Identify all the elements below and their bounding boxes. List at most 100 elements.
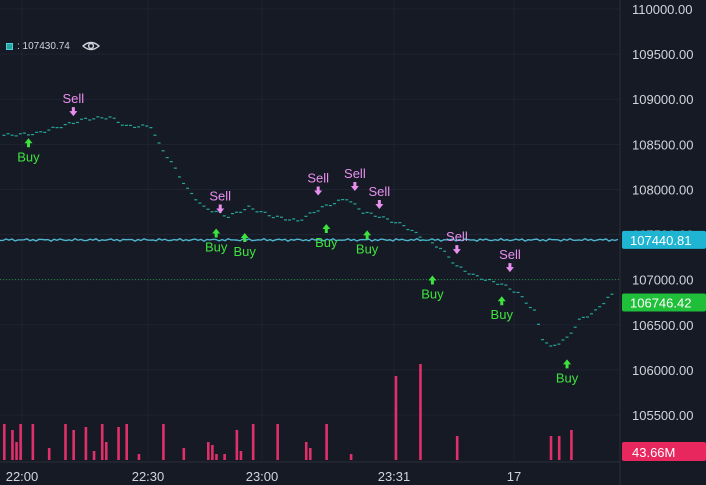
volume-bar (105, 442, 108, 460)
volume-bar (215, 454, 218, 460)
buy-signal: Buy (205, 228, 228, 255)
buy-arrow-icon (563, 359, 572, 369)
volume-bar (182, 448, 186, 460)
sell-arrow-icon (375, 200, 384, 209)
y-tick-label: 109500.00 (632, 47, 693, 62)
y-tick-label: 109000.00 (632, 92, 693, 107)
volume-bar (304, 442, 308, 460)
series-color-swatch (6, 42, 13, 50)
sell-label: Sell (344, 166, 366, 181)
time-axis[interactable] (0, 462, 706, 485)
y-tick-label: 108000.00 (632, 182, 693, 197)
volume-bar (19, 424, 22, 460)
series-legend: : 107430.74 (6, 40, 100, 52)
volume-bar (325, 424, 328, 460)
price-series (2, 116, 614, 347)
sell-signal: Sell (446, 229, 468, 255)
volume-bar (117, 427, 120, 460)
sell-label: Sell (499, 247, 521, 262)
volume-bar (276, 424, 279, 460)
buy-label: Buy (205, 240, 228, 255)
volume-bar (15, 442, 18, 460)
sell-signal: Sell (63, 91, 85, 117)
volume-bar (47, 448, 51, 460)
buy-arrow-icon (212, 228, 221, 238)
volume-bar (455, 436, 459, 460)
buy-signal: Buy (556, 359, 579, 385)
volume-bar (549, 436, 553, 460)
volume-bar (92, 451, 96, 460)
sell-arrow-icon (350, 181, 359, 191)
buy-signal: Buy (491, 296, 514, 322)
buy-arrow-icon (497, 296, 506, 306)
volume-bar (239, 451, 243, 460)
volume-bar (223, 454, 226, 460)
volume-bar (84, 427, 88, 460)
sell-signal: Sell (209, 189, 231, 214)
buy-label: Buy (234, 244, 257, 259)
buy-label: Buy (315, 235, 338, 250)
volume-bar (211, 445, 214, 460)
buy-signal: Buy (17, 138, 40, 164)
volume-bar (125, 424, 128, 460)
buy-signal: Buy (315, 224, 338, 250)
volume-bar (207, 442, 210, 460)
price-tag-label: 107440.81 (630, 233, 691, 248)
volume-bar (419, 364, 422, 460)
volume-bar (137, 454, 141, 460)
sell-label: Sell (369, 184, 391, 199)
buy-label: Buy (17, 149, 40, 164)
sell-arrow-icon (314, 186, 323, 196)
buy-arrow-icon (322, 224, 331, 234)
cyan-indicator-line (0, 237, 619, 242)
volume-bar (3, 424, 6, 460)
buy-arrow-icon (428, 275, 437, 285)
x-tick-label: 23:31 (378, 469, 411, 484)
buy-signal: Buy (421, 275, 444, 301)
buy-signal: Buy (234, 233, 257, 259)
x-tick-label: 23:00 (246, 469, 279, 484)
series-value-label: : 107430.74 (17, 40, 70, 52)
sell-label: Sell (209, 189, 231, 204)
volume-bar (235, 430, 239, 460)
volume-bar (394, 376, 398, 460)
y-tick-label: 110000.00 (632, 2, 693, 17)
volume-bar (72, 430, 75, 460)
sell-label: Sell (446, 229, 468, 244)
sell-signal: Sell (369, 184, 391, 209)
x-tick-label: 22:30 (132, 469, 165, 484)
volume-bar (251, 424, 255, 460)
buy-label: Buy (421, 286, 444, 301)
buy-signal: Buy (356, 230, 379, 256)
price-tag (622, 230, 706, 249)
sell-label: Sell (63, 91, 85, 106)
sell-arrow-icon (69, 107, 78, 117)
sell-signal: Sell (499, 247, 521, 273)
buy-arrow-icon (24, 138, 33, 148)
volume-bar (557, 436, 561, 460)
y-tick-label: 105500.00 (632, 408, 693, 423)
volume-tag (622, 442, 706, 461)
sell-arrow-icon (216, 204, 225, 214)
buy-arrow-icon (240, 233, 249, 243)
buy-label: Buy (356, 241, 379, 256)
volume-bar (100, 424, 104, 460)
sell-signal: Sell (307, 170, 329, 196)
y-tick-label: 106500.00 (632, 318, 693, 333)
sell-arrow-icon (452, 245, 461, 255)
volume-bar (570, 430, 573, 460)
volume-tag-label: 43.66M (632, 445, 675, 460)
sell-arrow-icon (505, 263, 514, 273)
buy-label: Buy (491, 307, 514, 322)
volume-bars (3, 364, 573, 460)
x-tick-label: 22:00 (6, 469, 39, 484)
eye-icon[interactable] (81, 40, 100, 52)
y-tick-label: 108500.00 (632, 137, 693, 152)
y-tick-label: 107000.00 (632, 273, 693, 288)
buy-arrow-icon (363, 230, 372, 240)
volume-bar (31, 424, 35, 460)
x-tick-label: 17 (507, 469, 521, 484)
volume-bar (309, 448, 312, 460)
